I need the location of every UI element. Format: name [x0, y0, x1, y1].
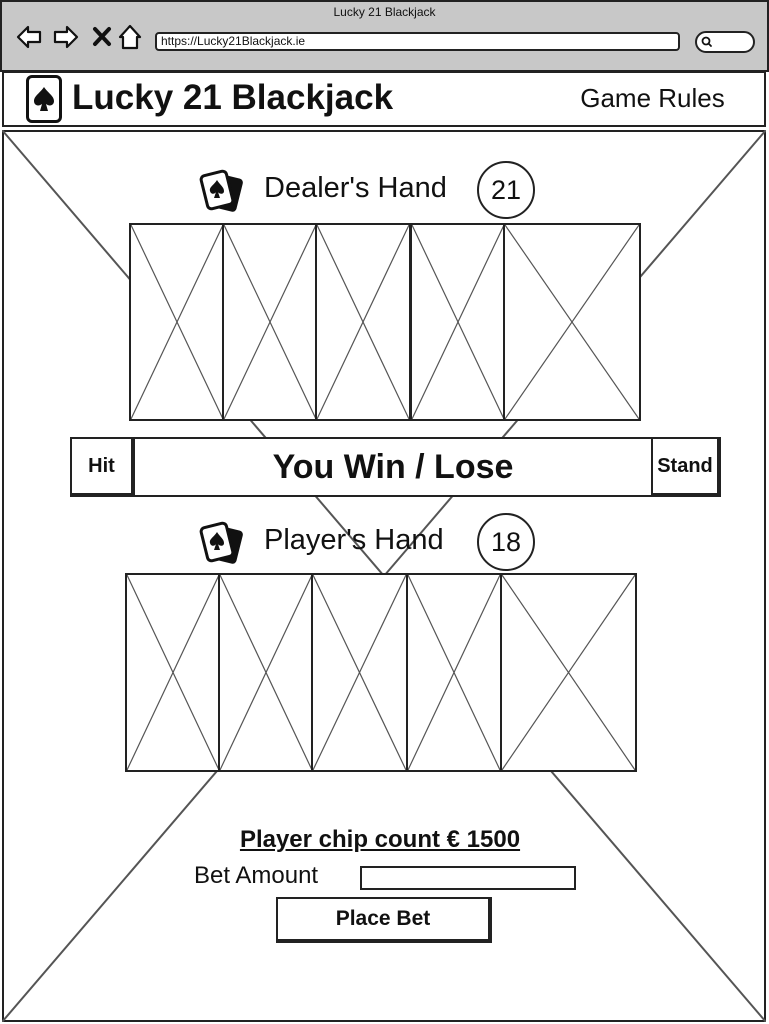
dealer-card-2: [222, 223, 318, 421]
player-hand-label: Player's Hand: [264, 524, 444, 556]
stand-button[interactable]: Stand: [651, 437, 721, 497]
window-title: Lucky 21 Blackjack: [333, 5, 436, 19]
back-arrow-icon[interactable]: [16, 24, 42, 50]
chip-count: Player chip count € 1500: [180, 824, 580, 856]
player-score: 18: [477, 513, 535, 571]
dealer-card-5: [503, 223, 641, 421]
playing-cards-icon: [196, 168, 246, 214]
game-result-text: You Win / Lose: [133, 437, 653, 497]
site-title: Lucky 21 Blackjack: [72, 78, 394, 117]
bet-amount-input[interactable]: [360, 866, 576, 890]
dealer-card-1: [129, 223, 225, 421]
hit-button[interactable]: Hit: [70, 437, 135, 497]
game-rules-link[interactable]: Game Rules: [580, 83, 725, 113]
forward-arrow-icon[interactable]: [53, 24, 79, 50]
url-bar[interactable]: https://Lucky21Blackjack.ie: [155, 32, 680, 51]
spade-card-icon: [26, 75, 62, 123]
close-icon[interactable]: [90, 24, 116, 50]
player-card-2: [218, 573, 314, 772]
dealer-hand-label: Dealer's Hand: [264, 172, 447, 204]
home-icon[interactable]: [117, 24, 143, 50]
dealer-card-4: [410, 223, 506, 421]
search-icon: [701, 36, 712, 47]
bet-amount-label: Bet Amount: [188, 860, 325, 892]
player-card-1: [125, 573, 221, 772]
player-card-5: [500, 573, 637, 772]
player-card-4: [406, 573, 502, 772]
player-card-3: [311, 573, 408, 772]
dealer-card-3: [315, 223, 411, 421]
playing-cards-icon: [196, 520, 246, 566]
place-bet-button[interactable]: Place Bet: [276, 897, 492, 943]
browser-search-box[interactable]: [695, 31, 755, 53]
dealer-score: 21: [477, 161, 535, 219]
site-header: [2, 71, 766, 127]
